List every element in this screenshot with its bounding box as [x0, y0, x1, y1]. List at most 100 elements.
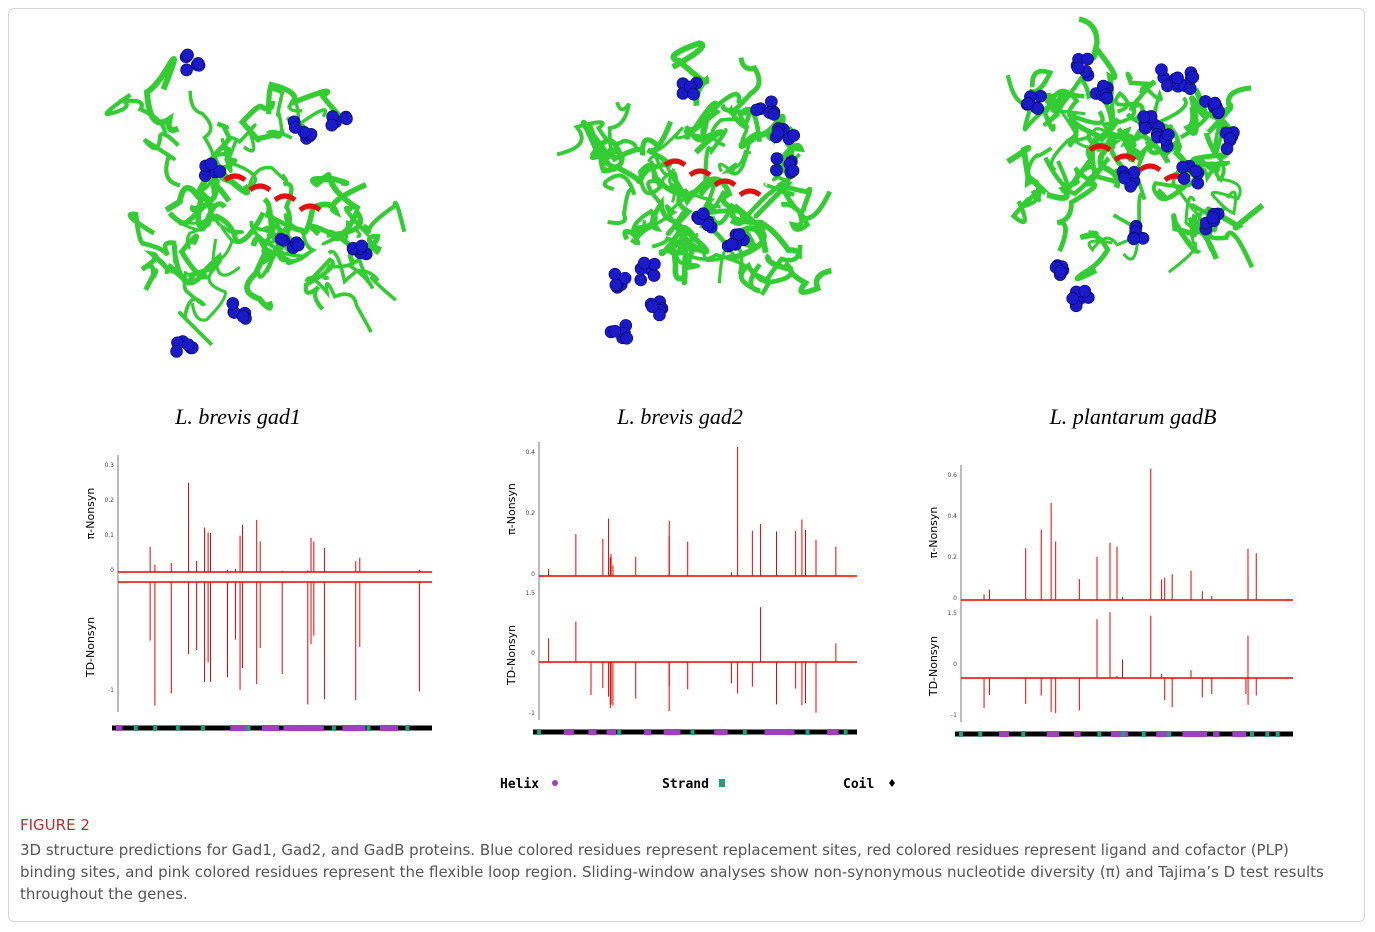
strand-segment	[405, 725, 410, 731]
helix-ribbon	[309, 172, 361, 212]
helix-segment	[283, 725, 304, 731]
helix-ribbon	[1087, 231, 1143, 261]
residue-sphere	[1071, 61, 1085, 75]
helix-ribbon	[658, 222, 710, 257]
helix-segment	[588, 729, 597, 735]
pi-axis-label: π-Nonsyn	[505, 483, 518, 535]
td-axis-label: TD-Nonsyn	[84, 617, 97, 678]
binding-site	[713, 178, 737, 188]
helix-ribbon	[327, 249, 397, 302]
helix-ribbon	[104, 93, 168, 136]
residue-sphere	[340, 112, 353, 126]
td-tick-label: 1.5	[947, 610, 957, 617]
residue-sphere	[701, 218, 715, 232]
figure-frame	[8, 8, 1365, 922]
helix-ribbon	[728, 57, 762, 131]
helix-ribbon	[738, 261, 794, 294]
binding-site	[1088, 143, 1112, 153]
helix-ribbon	[143, 56, 180, 133]
residue-sphere	[355, 239, 369, 253]
residue-sphere	[181, 48, 194, 62]
strand-segment	[1167, 731, 1172, 737]
helix-ribbon	[730, 225, 769, 262]
td-tick-label: -1	[108, 687, 114, 694]
residue-sphere	[236, 310, 250, 323]
helix-segment	[355, 725, 366, 731]
binding-site	[248, 183, 272, 193]
helix-ribbon	[780, 190, 833, 232]
residue-sphere	[696, 207, 710, 220]
figure-label: FIGURE 2	[20, 816, 90, 834]
helix-ribbon	[1190, 205, 1227, 239]
residue-sphere	[1208, 96, 1222, 110]
helix-segment	[308, 725, 324, 731]
residue-sphere	[787, 129, 801, 142]
residue-sphere	[1206, 211, 1219, 224]
helix-segment	[298, 725, 312, 731]
residue-sphere	[1186, 70, 1200, 84]
residue-sphere	[1078, 284, 1092, 298]
pi-tick-label: 0.2	[525, 510, 535, 517]
binding-site	[223, 173, 247, 183]
binding-site	[738, 188, 762, 198]
helix-ribbon	[197, 201, 266, 245]
legend-label: Coil	[843, 777, 874, 792]
legend-symbol	[719, 779, 725, 787]
residue-sphere	[1137, 110, 1151, 124]
residue-sphere	[291, 238, 305, 252]
residue-sphere	[645, 300, 659, 313]
helix-ribbon	[729, 203, 803, 260]
residue-sphere	[1127, 232, 1140, 246]
helix-ribbon	[1020, 146, 1053, 210]
residue-sphere	[620, 331, 634, 345]
helix-segment	[1110, 731, 1129, 737]
strand-segment	[1021, 731, 1026, 737]
helix-ribbon	[205, 121, 233, 196]
residue-sphere	[204, 157, 218, 171]
helix-ribbon	[142, 132, 181, 188]
residue-sphere	[325, 118, 339, 132]
helix-segment	[827, 729, 839, 735]
helix-ribbon	[178, 270, 214, 347]
helix-segment	[1156, 731, 1170, 737]
td-axis-label: TD-Nonsyn	[927, 636, 940, 697]
species-label: L. plantarum gadB	[1049, 404, 1217, 429]
strand-segment	[959, 731, 963, 737]
strand-segment	[153, 725, 158, 731]
strand-segment	[1141, 731, 1146, 737]
residue-sphere	[274, 232, 288, 246]
helix-ribbon	[304, 276, 373, 333]
residue-sphere	[180, 63, 193, 77]
helix-ribbon	[127, 211, 177, 257]
residue-sphere	[170, 345, 183, 358]
residue-sphere	[608, 324, 622, 338]
residue-sphere	[1031, 102, 1045, 115]
binding-site	[663, 158, 687, 168]
strand-segment	[537, 729, 541, 735]
pi-tick-label: 0	[531, 571, 535, 578]
species-label: L. brevis gad2	[616, 404, 743, 429]
residue-sphere	[770, 163, 783, 177]
helix-ribbon	[627, 208, 658, 246]
td-axis-label: TD-Nonsyn	[505, 625, 518, 686]
helix-segment	[644, 729, 652, 735]
legend-symbol	[552, 780, 558, 786]
helix-ribbon	[765, 253, 832, 295]
helix-ribbon	[1045, 88, 1105, 126]
helix-ribbon	[140, 250, 171, 292]
helix-segment	[1046, 731, 1060, 737]
binding-site	[1113, 153, 1137, 163]
residue-sphere	[634, 273, 648, 287]
protein-structure	[104, 48, 407, 358]
helix-segment	[230, 725, 248, 731]
helix-ribbon	[171, 233, 206, 286]
binding-site	[688, 168, 712, 178]
binding-site	[298, 203, 322, 213]
helix-segment	[262, 725, 280, 731]
pi-tick-label: 0.3	[104, 462, 114, 469]
helix-ribbon	[1171, 213, 1219, 260]
helix-segment	[1232, 731, 1247, 737]
helix-ribbon	[763, 152, 801, 197]
species-label: L. brevis gad1	[174, 404, 301, 429]
helix-ribbon	[642, 191, 721, 229]
